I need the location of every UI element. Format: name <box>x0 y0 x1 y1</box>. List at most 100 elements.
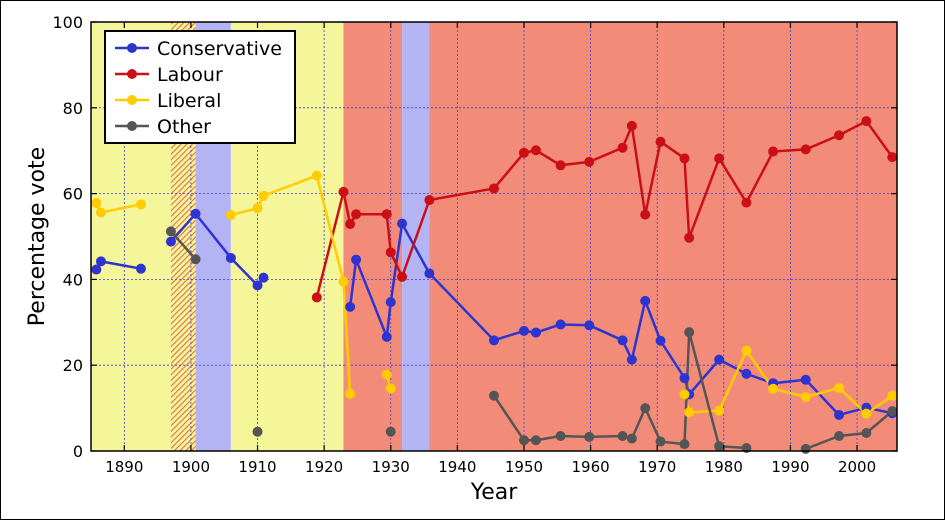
other-data-point <box>530 435 541 446</box>
other-data-point <box>887 406 898 417</box>
conservative-data-point <box>135 263 146 274</box>
conservative-data-point <box>626 354 637 365</box>
legend-label: Liberal <box>157 90 221 112</box>
y-tick-label: 80 <box>63 99 83 118</box>
labour-data-point <box>397 271 408 282</box>
x-tick-label: 1950 <box>505 458 543 476</box>
other-data-point <box>655 436 666 447</box>
labour-data-point <box>655 136 666 147</box>
liberal-data-point <box>252 203 263 214</box>
legend-swatch-marker <box>127 95 137 105</box>
plot-border <box>90 21 898 452</box>
conservative-data-point <box>397 218 408 229</box>
government-band-labour-4 <box>343 22 403 451</box>
conservative-data-point <box>351 254 362 265</box>
labour-data-point <box>861 116 872 127</box>
labour-data-point <box>834 130 845 141</box>
y-tick-label: 20 <box>63 356 83 375</box>
conservative-data-point <box>190 208 201 219</box>
other-data-point <box>165 226 176 237</box>
legend-item-labour: Labour <box>115 64 223 86</box>
labour-data-point <box>311 292 322 303</box>
liberal-data-point <box>338 276 349 287</box>
liberal-data-point <box>741 345 752 356</box>
legend-item-liberal: Liberal <box>115 90 221 112</box>
labour-data-point <box>640 209 651 220</box>
other-data-point <box>679 439 690 450</box>
conservative-data-point <box>741 368 752 379</box>
series-points <box>91 116 898 454</box>
conservative-data-point <box>489 335 499 346</box>
conservative-data-point <box>424 268 435 279</box>
liberal-data-point <box>679 389 690 400</box>
labour-data-point <box>584 156 595 167</box>
x-tick-label: 1910 <box>238 458 276 476</box>
other-data-point <box>800 443 811 454</box>
x-tick-label: 1970 <box>638 458 676 476</box>
other-data-point <box>626 433 637 444</box>
conservative-data-point <box>655 335 666 346</box>
liberal-data-point <box>135 199 146 210</box>
liberal-data-point <box>258 190 269 201</box>
labour-data-point <box>489 183 499 194</box>
labour-data-point <box>887 152 898 163</box>
liberal-data-point <box>887 390 898 401</box>
liberal-data-point <box>385 383 396 394</box>
conservative-data-point <box>530 327 541 338</box>
other-data-point <box>714 441 725 452</box>
labour-data-point <box>617 142 628 153</box>
other-series-line <box>805 410 894 451</box>
conservative-data-point <box>91 264 102 275</box>
other-data-point <box>640 403 651 414</box>
legend-label: Other <box>157 116 211 138</box>
labour-data-point <box>338 186 349 197</box>
labour-data-point <box>351 209 362 220</box>
other-data-point <box>834 430 845 441</box>
labour-data-point <box>714 153 725 164</box>
grid-lines <box>91 22 897 451</box>
liberal-data-point <box>95 207 106 218</box>
conservative-data-point <box>584 320 595 331</box>
conservative-data-point <box>555 319 566 330</box>
y-axis-label: Percentage vote <box>25 147 50 326</box>
other-data-point <box>555 430 566 441</box>
government-band-labour-6 <box>429 22 897 451</box>
other-data-point <box>684 327 695 338</box>
conservative-series-line <box>348 222 893 417</box>
other-data-point <box>584 431 595 442</box>
x-tick-label: 1940 <box>438 458 476 476</box>
x-tick-label: 1930 <box>372 458 410 476</box>
y-tick-label: 0 <box>73 442 83 461</box>
conservative-data-point <box>834 409 845 420</box>
conservative-data-point <box>252 280 263 291</box>
labour-data-point <box>800 144 811 155</box>
x-tick-label: 2000 <box>838 458 876 476</box>
other-data-point <box>252 426 263 437</box>
x-axis-label: Year <box>470 480 519 505</box>
y-tick-label: 100 <box>52 13 83 32</box>
labour-data-point <box>684 232 695 243</box>
x-tick-label: 1890 <box>105 458 143 476</box>
other-data-point <box>518 435 529 446</box>
liberal-data-point <box>91 198 102 209</box>
labour-data-point <box>345 219 356 230</box>
labour-data-point <box>424 195 435 206</box>
labour-data-point <box>741 197 752 208</box>
x-tick-label: 1990 <box>771 458 809 476</box>
x-axis-ticks: 1890 1900 1910 1920 1930 1940 1950 1960 1970 1980… <box>105 22 876 476</box>
x-tick-label: 1920 <box>305 458 343 476</box>
y-tick-label: 60 <box>63 185 83 204</box>
other-series-line <box>169 230 197 261</box>
liberal-data-point <box>714 405 725 416</box>
labour-data-point <box>626 120 637 131</box>
other-data-point <box>617 430 628 441</box>
conservative-data-point <box>385 297 396 308</box>
labour-series-line <box>315 119 894 298</box>
conservative-data-point <box>800 374 811 385</box>
legend-swatch-marker <box>127 43 137 53</box>
liberal-data-point <box>311 170 322 181</box>
labour-data-point <box>768 146 779 157</box>
conservative-data-point <box>518 325 529 336</box>
